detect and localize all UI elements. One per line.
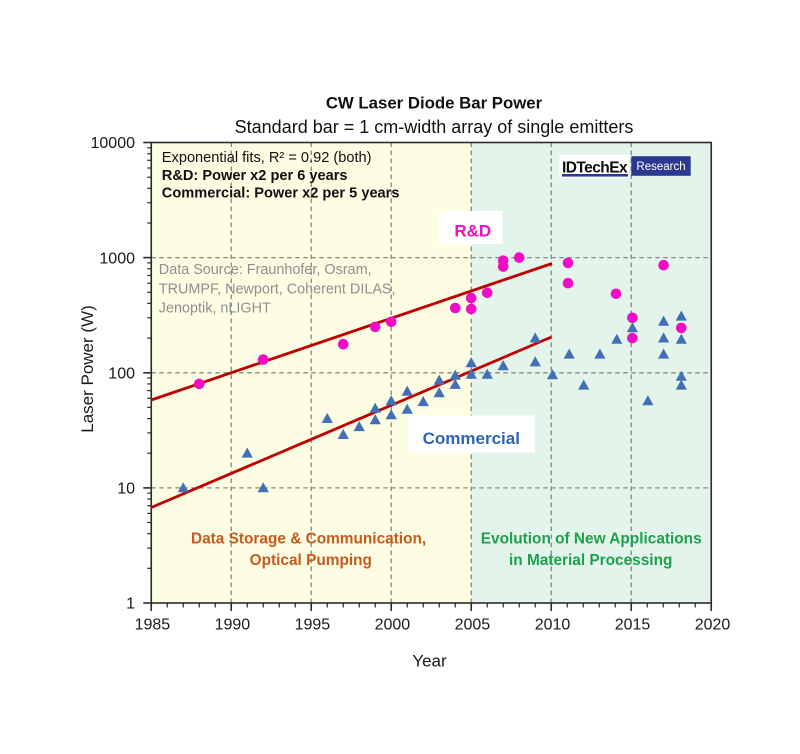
- svg-text:10000: 10000: [91, 135, 136, 152]
- svg-text:2000: 2000: [375, 617, 411, 634]
- svg-text:Optical Pumping: Optical Pumping: [250, 552, 372, 569]
- svg-text:10: 10: [117, 481, 135, 498]
- svg-text:IDTechEx: IDTechEx: [562, 160, 628, 177]
- svg-text:Year: Year: [412, 652, 447, 671]
- svg-text:R&D: R&D: [454, 221, 491, 240]
- svg-text:2005: 2005: [455, 617, 491, 634]
- svg-text:Standard bar = 1 cm-width arra: Standard bar = 1 cm-width array of singl…: [235, 117, 634, 137]
- svg-text:1: 1: [126, 596, 135, 613]
- svg-text:TRUMPF, Newport, Coherent DILA: TRUMPF, Newport, Coherent DILAS,: [159, 282, 396, 298]
- svg-text:2020: 2020: [695, 617, 731, 634]
- svg-text:1995: 1995: [295, 617, 331, 634]
- svg-text:2015: 2015: [615, 617, 651, 634]
- svg-text:Commercial: Power x2 per 5 yea: Commercial: Power x2 per 5 years: [162, 186, 400, 202]
- svg-text:Data Storage & Communication,: Data Storage & Communication,: [191, 531, 426, 548]
- svg-text:in Material Processing: in Material Processing: [509, 552, 672, 569]
- svg-text:1985: 1985: [135, 617, 171, 634]
- svg-text:Commercial: Commercial: [423, 429, 520, 448]
- svg-text:100: 100: [108, 365, 135, 382]
- svg-text:Jenoptik, nLIGHT: Jenoptik, nLIGHT: [159, 301, 271, 317]
- svg-text:Exponential fits, R² = 0.92 (b: Exponential fits, R² = 0.92 (both): [162, 150, 372, 166]
- svg-text:1000: 1000: [99, 250, 135, 267]
- svg-text:Laser Power (W): Laser Power (W): [78, 305, 97, 433]
- svg-text:1990: 1990: [215, 617, 251, 634]
- svg-text:CW Laser Diode Bar Power: CW Laser Diode Bar Power: [326, 94, 543, 113]
- svg-text:Evolution of New Applications: Evolution of New Applications: [481, 531, 702, 548]
- svg-text:2010: 2010: [535, 617, 571, 634]
- svg-text:R&D: Power x2 per 6 years: R&D: Power x2 per 6 years: [162, 168, 348, 184]
- svg-text:Data Source: Fraunhofer, Osra: Data Source: Fraunhofer, Osram,: [159, 262, 372, 278]
- svg-text:Research: Research: [636, 161, 685, 173]
